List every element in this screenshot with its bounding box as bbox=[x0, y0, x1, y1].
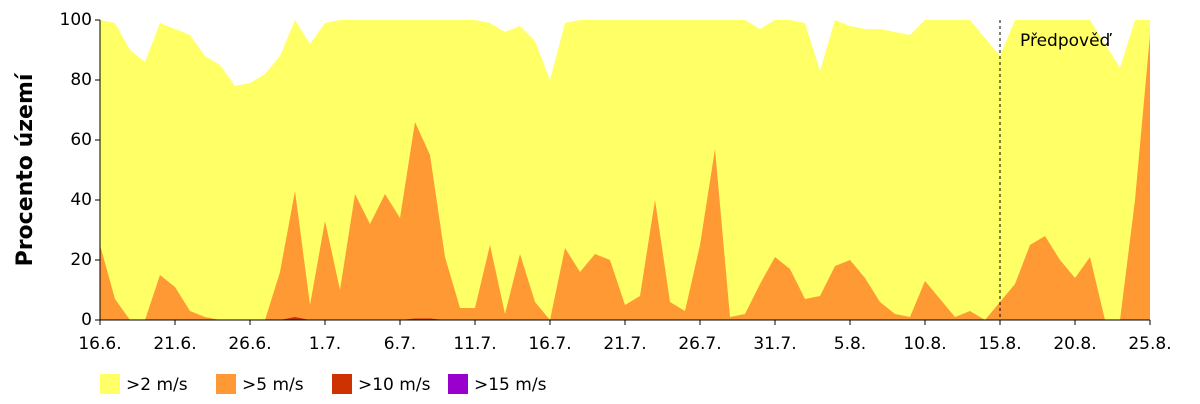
x-tick-label: 10.8. bbox=[903, 334, 946, 354]
legend-label: >15 m/s bbox=[474, 375, 547, 395]
x-tick-label: 16.7. bbox=[528, 334, 571, 354]
x-tick-label: 21.7. bbox=[603, 334, 646, 354]
x-tick-label: 15.8. bbox=[978, 334, 1021, 354]
y-tick-label: 0 bbox=[81, 310, 92, 330]
y-tick-label: 100 bbox=[60, 10, 92, 30]
area bbox=[100, 20, 1150, 320]
legend-label: >2 m/s bbox=[126, 375, 188, 395]
x-tick-label: 6.7. bbox=[384, 334, 416, 354]
y-tick-label: 80 bbox=[70, 70, 92, 90]
x-tick-label: 21.6. bbox=[153, 334, 196, 354]
legend-label: >5 m/s bbox=[242, 375, 304, 395]
x-tick-label: 26.6. bbox=[228, 334, 271, 354]
legend-swatch bbox=[332, 374, 352, 394]
legend-label: >10 m/s bbox=[358, 375, 431, 395]
x-tick-label: 1.7. bbox=[309, 334, 341, 354]
x-tick-label: 11.7. bbox=[453, 334, 496, 354]
x-tick-label: 25.8. bbox=[1128, 334, 1171, 354]
y-axis-title: Procento území bbox=[13, 72, 38, 266]
x-tick-label: 31.7. bbox=[753, 334, 796, 354]
x-tick-label: 16.6. bbox=[78, 334, 121, 354]
y-tick-label: 60 bbox=[70, 130, 92, 150]
x-tick-label: 5.8. bbox=[834, 334, 866, 354]
x-tick-label: 20.8. bbox=[1053, 334, 1096, 354]
legend-swatch bbox=[448, 374, 468, 394]
legend-swatch bbox=[100, 374, 120, 394]
y-tick-label: 20 bbox=[70, 250, 92, 270]
legend-swatch bbox=[216, 374, 236, 394]
y-tick-label: 40 bbox=[70, 190, 92, 210]
x-tick-label: 26.7. bbox=[678, 334, 721, 354]
annotation: Předpověď bbox=[1020, 31, 1113, 51]
area bbox=[100, 35, 1150, 320]
